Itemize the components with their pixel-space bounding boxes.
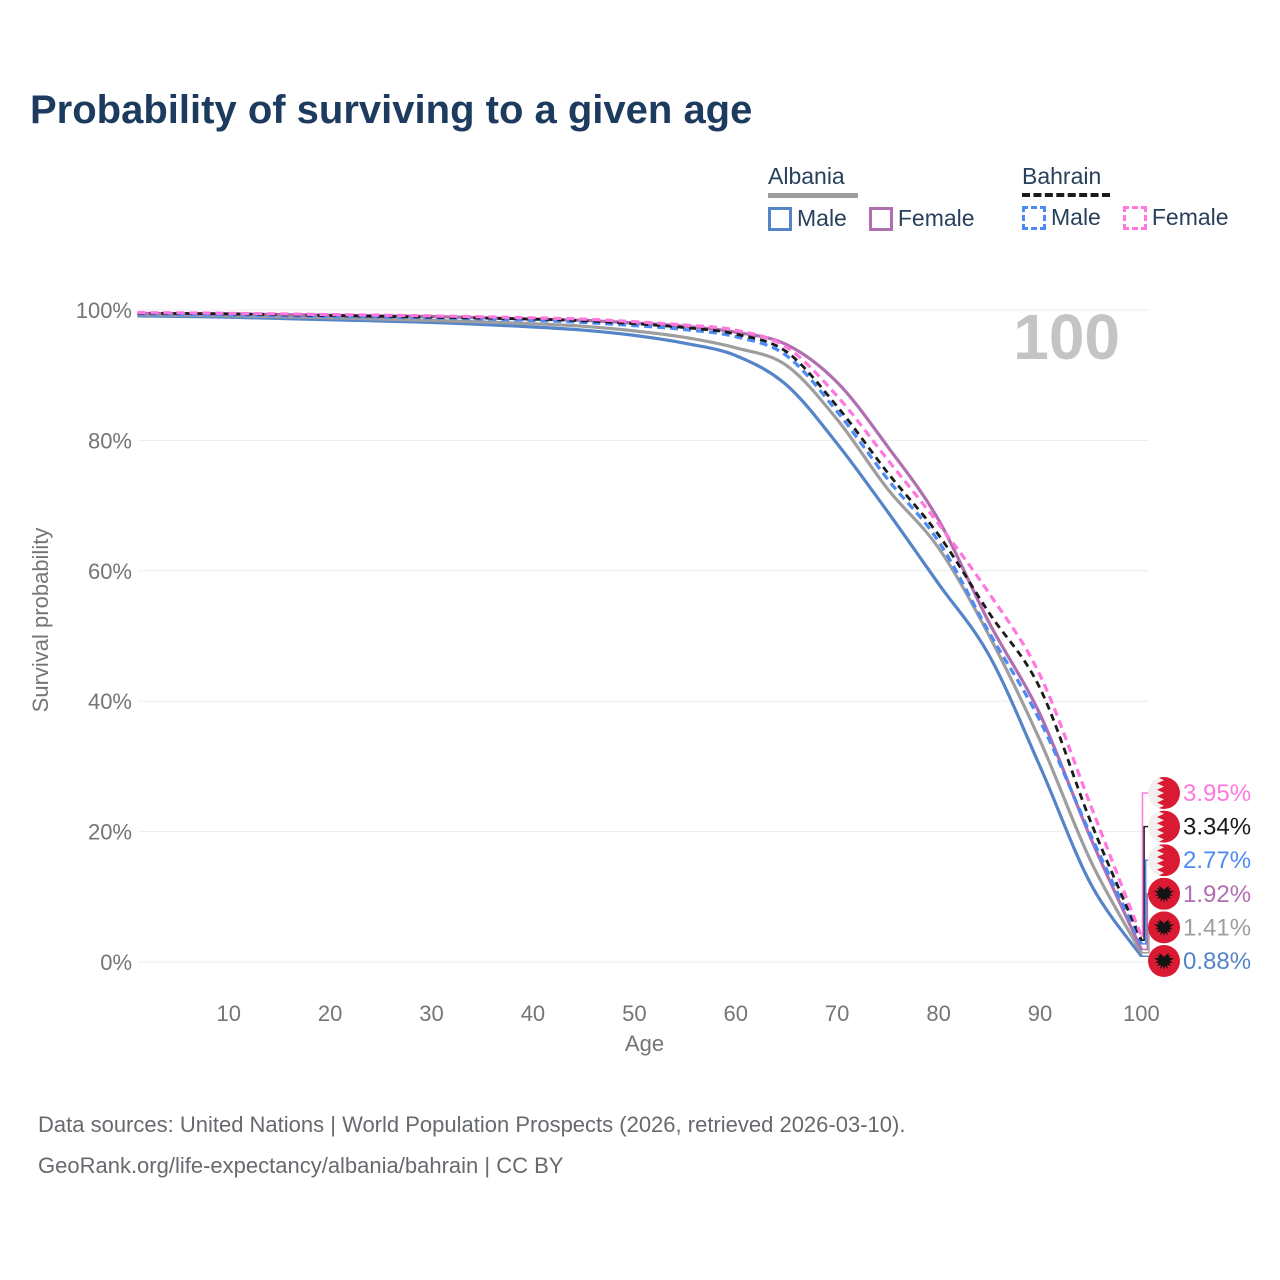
albania-line-style-sample <box>768 193 858 198</box>
legend-item-albania-female[interactable]: Female <box>868 205 975 232</box>
x-tick-label: 30 <box>419 1001 443 1026</box>
y-tick-label: 100% <box>76 298 132 323</box>
curve-albania-total[interactable] <box>137 313 1143 954</box>
x-tick-label: 10 <box>216 1001 240 1026</box>
x-tick-label: 50 <box>622 1001 646 1026</box>
y-tick-label: 80% <box>88 428 132 453</box>
bahrain-flag-icon <box>1148 810 1180 843</box>
x-tick-label: 60 <box>724 1001 748 1026</box>
x-tick-label: 80 <box>926 1001 950 1026</box>
end-label-bahrain-total: 3.34% <box>1183 814 1251 841</box>
x-axis-title: Age <box>625 1031 664 1056</box>
albania-male-swatch-icon <box>768 206 792 231</box>
x-tick-label: 90 <box>1028 1001 1052 1026</box>
albania-flag-icon <box>1148 911 1180 944</box>
end-label-bahrain-female: 3.95% <box>1183 780 1251 807</box>
footer: Data sources: United Nations | World Pop… <box>38 1104 905 1186</box>
y-tick-label: 20% <box>88 820 132 845</box>
legend-country-bahrain: Bahrain <box>1022 163 1102 189</box>
legend-group-bahrain: Bahrain Male Female <box>1022 163 1229 231</box>
page-title: Probability of surviving to a given age <box>30 88 753 132</box>
attribution-line: GeoRank.org/life-expectancy/albania/bahr… <box>38 1153 564 1178</box>
legend-item-albania-male[interactable]: Male <box>768 205 847 232</box>
x-tick-label: 70 <box>825 1001 849 1026</box>
legend-group-albania: Albania Male Female <box>768 163 975 232</box>
bahrain-male-label: Male <box>1051 204 1101 230</box>
bahrain-line-style-sample <box>1022 193 1110 197</box>
age-watermark: 100 <box>1013 301 1120 373</box>
bahrain-male-swatch-icon <box>1022 205 1046 230</box>
bahrain-female-label: Female <box>1151 204 1229 230</box>
x-tick-label: 40 <box>521 1001 545 1026</box>
end-label-albania-total: 1.41% <box>1183 914 1251 941</box>
y-tick-label: 0% <box>100 950 132 975</box>
end-label-albania-male: 0.88% <box>1183 948 1251 975</box>
y-tick-label: 60% <box>88 559 132 584</box>
legend-item-bahrain-female[interactable]: Female <box>1122 204 1229 231</box>
y-tick-label: 40% <box>88 689 132 714</box>
curve-albania-female[interactable] <box>137 311 1143 951</box>
y-axis-title: Survival probability <box>28 528 53 713</box>
x-tick-label: 20 <box>318 1001 342 1026</box>
bahrain-female-swatch-icon <box>1122 205 1147 230</box>
albania-flag-icon <box>1148 877 1180 910</box>
end-label-albania-female: 1.92% <box>1183 881 1251 908</box>
albania-male-label: Male <box>797 205 847 231</box>
bahrain-flag-icon <box>1148 844 1180 877</box>
albania-female-swatch-icon <box>868 206 893 231</box>
albania-female-label: Female <box>897 205 975 231</box>
legend-country-albania: Albania <box>768 163 845 189</box>
curve-bahrain-female[interactable] <box>137 311 1143 937</box>
curve-albania-male[interactable] <box>137 314 1143 958</box>
bahrain-flag-icon <box>1148 777 1180 809</box>
legend-item-bahrain-male[interactable]: Male <box>1022 204 1101 231</box>
end-label-bahrain-male: 2.77% <box>1183 847 1251 874</box>
data-sources-line: Data sources: United Nations | World Pop… <box>38 1112 906 1137</box>
albania-flag-icon <box>1148 945 1180 977</box>
x-tick-label: 100 <box>1123 1001 1160 1026</box>
